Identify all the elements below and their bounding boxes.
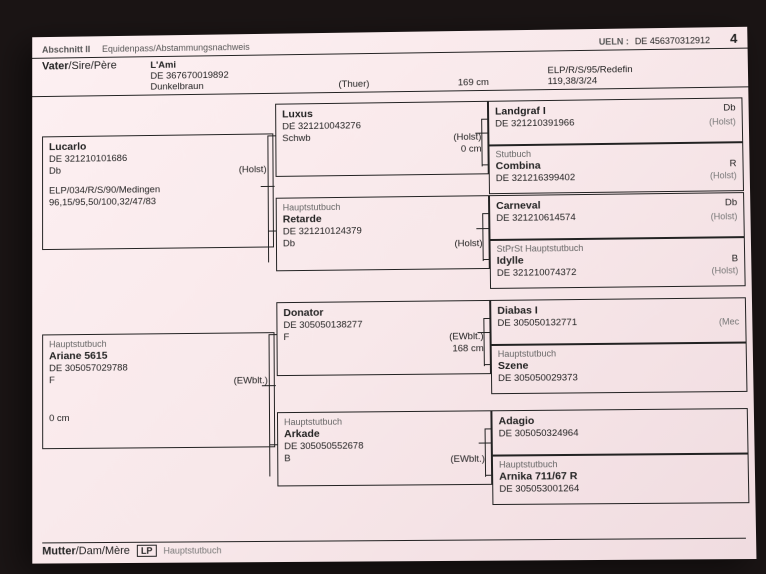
gen4-dss-id: DE 305050132771	[497, 316, 739, 330]
gen3-sd-origin: (Holst)	[454, 238, 482, 250]
gen4-ddd-box: Hauptstutbuch Arnika 711/67 R DE 3050530…	[492, 453, 750, 506]
gen2-sire-origin: (Holst)	[239, 164, 267, 176]
sire-color: Dunkelbraun	[150, 80, 308, 93]
gen3-dd-origin: (EWblt.)	[450, 454, 485, 466]
gen4-sdd-box: StPrSt Hauptstutbuch Idylle DE 321210074…	[489, 236, 745, 289]
gen4-ddd-id: DE 305053001264	[499, 482, 742, 496]
gen4-dss-origin: (Mec	[719, 316, 739, 328]
gen4-ssd-box: Stutbuch Combina DE 321216399402 R (Hols…	[488, 141, 744, 194]
gen2-sire-box: Lucarlo DE 321210101686 Db (Holst) ELP/0…	[42, 133, 274, 250]
sire-origin: (Thuer)	[338, 78, 428, 90]
mutter-sb: Hauptstutbuch	[163, 545, 221, 555]
ueln-label: UELN :	[599, 36, 629, 46]
gen4-sds-box: Carneval DE 321210614574 Db (Holst)	[489, 192, 745, 241]
gen3-ds-height: 168 cm	[452, 343, 483, 355]
gen4-sss-origin: (Holst)	[709, 116, 736, 128]
gen2-dam-height: 0 cm	[49, 411, 268, 425]
sire-height: 169 cm	[458, 77, 518, 89]
gen4-ssd-color: R	[729, 158, 736, 170]
gen3-dd-color: B	[284, 453, 290, 464]
gen2-dam-color: F	[49, 375, 55, 386]
gen2-dam-box: Hauptstutbuch Ariane 5615 DE 30505702978…	[42, 332, 275, 449]
gen4-dss-box: Diabas I DE 305050132771 (Mec	[490, 297, 746, 346]
gen4-dds-id: DE 305050324964	[499, 426, 742, 440]
mutter-label: Mutter	[42, 545, 75, 557]
gen3-sd-box: Hauptstutbuch Retarde DE 321210124379 Db…	[276, 195, 490, 271]
gen3-dd-box: Hauptstutbuch Arkade DE 305050552678 B (…	[277, 410, 492, 486]
gen4-sds-id: DE 321210614574	[496, 212, 576, 224]
gen4-ssd-id: DE 321216399402	[496, 173, 575, 185]
sire-perf: ELP/R/S/95/Redefin	[547, 64, 632, 76]
gen2-sire-perf2: 96,15/95,50/100,32/47/83	[49, 195, 267, 209]
gen4-sds-color: Db	[725, 197, 737, 209]
gen4-sdd-id: DE 321210074372	[497, 267, 577, 279]
gen4-sss-id: DE 321210391966	[495, 118, 574, 130]
gen3-ss-height: 0 cm	[461, 144, 482, 156]
gen3-ss-color: Schwb	[282, 133, 310, 144]
gen3-ss-box: Luxus DE 321210043276 Schwb (Holst) 0 cm	[275, 101, 489, 177]
gen4-dds-box: Adagio DE 305050324964	[491, 408, 748, 457]
gen3-ds-box: Donator DE 305050138277 F (EWblt.) 168 c…	[276, 300, 491, 376]
gen2-sire-color: Db	[49, 166, 61, 177]
gen4-sdd-color: B	[732, 253, 739, 265]
gen3-ds-color: F	[283, 332, 289, 343]
sire-perf2: 119,38/3/24	[548, 75, 633, 87]
pedigree-chart: Lucarlo DE 321210101686 Db (Holst) ELP/0…	[42, 97, 746, 524]
mutter-label-rest: /Dam/Mère	[76, 545, 130, 557]
gen3-sd-color: Db	[283, 238, 295, 249]
vater-label-rest: /Sire/Père	[69, 60, 117, 72]
gen4-sds-origin: (Holst)	[711, 211, 738, 223]
gen4-dsd-id: DE 305050029373	[498, 371, 740, 385]
gen4-sss-box: Landgraf I DE 321210391966 Db (Holst)	[488, 97, 743, 146]
gen4-sss-color: Db	[723, 102, 735, 114]
section-marker: Abschnitt II	[42, 44, 90, 55]
page-number: 4	[730, 31, 738, 46]
mutter-lp-badge: LP	[137, 545, 157, 557]
vater-label: Vater	[42, 60, 68, 72]
ueln-value: DE 456370312912	[635, 35, 710, 46]
gen4-ssd-origin: (Holst)	[710, 170, 737, 182]
gen4-sdd-origin: (Holst)	[711, 265, 738, 277]
gen4-dsd-box: Hauptstutbuch Szene DE 305050029373	[491, 342, 748, 395]
